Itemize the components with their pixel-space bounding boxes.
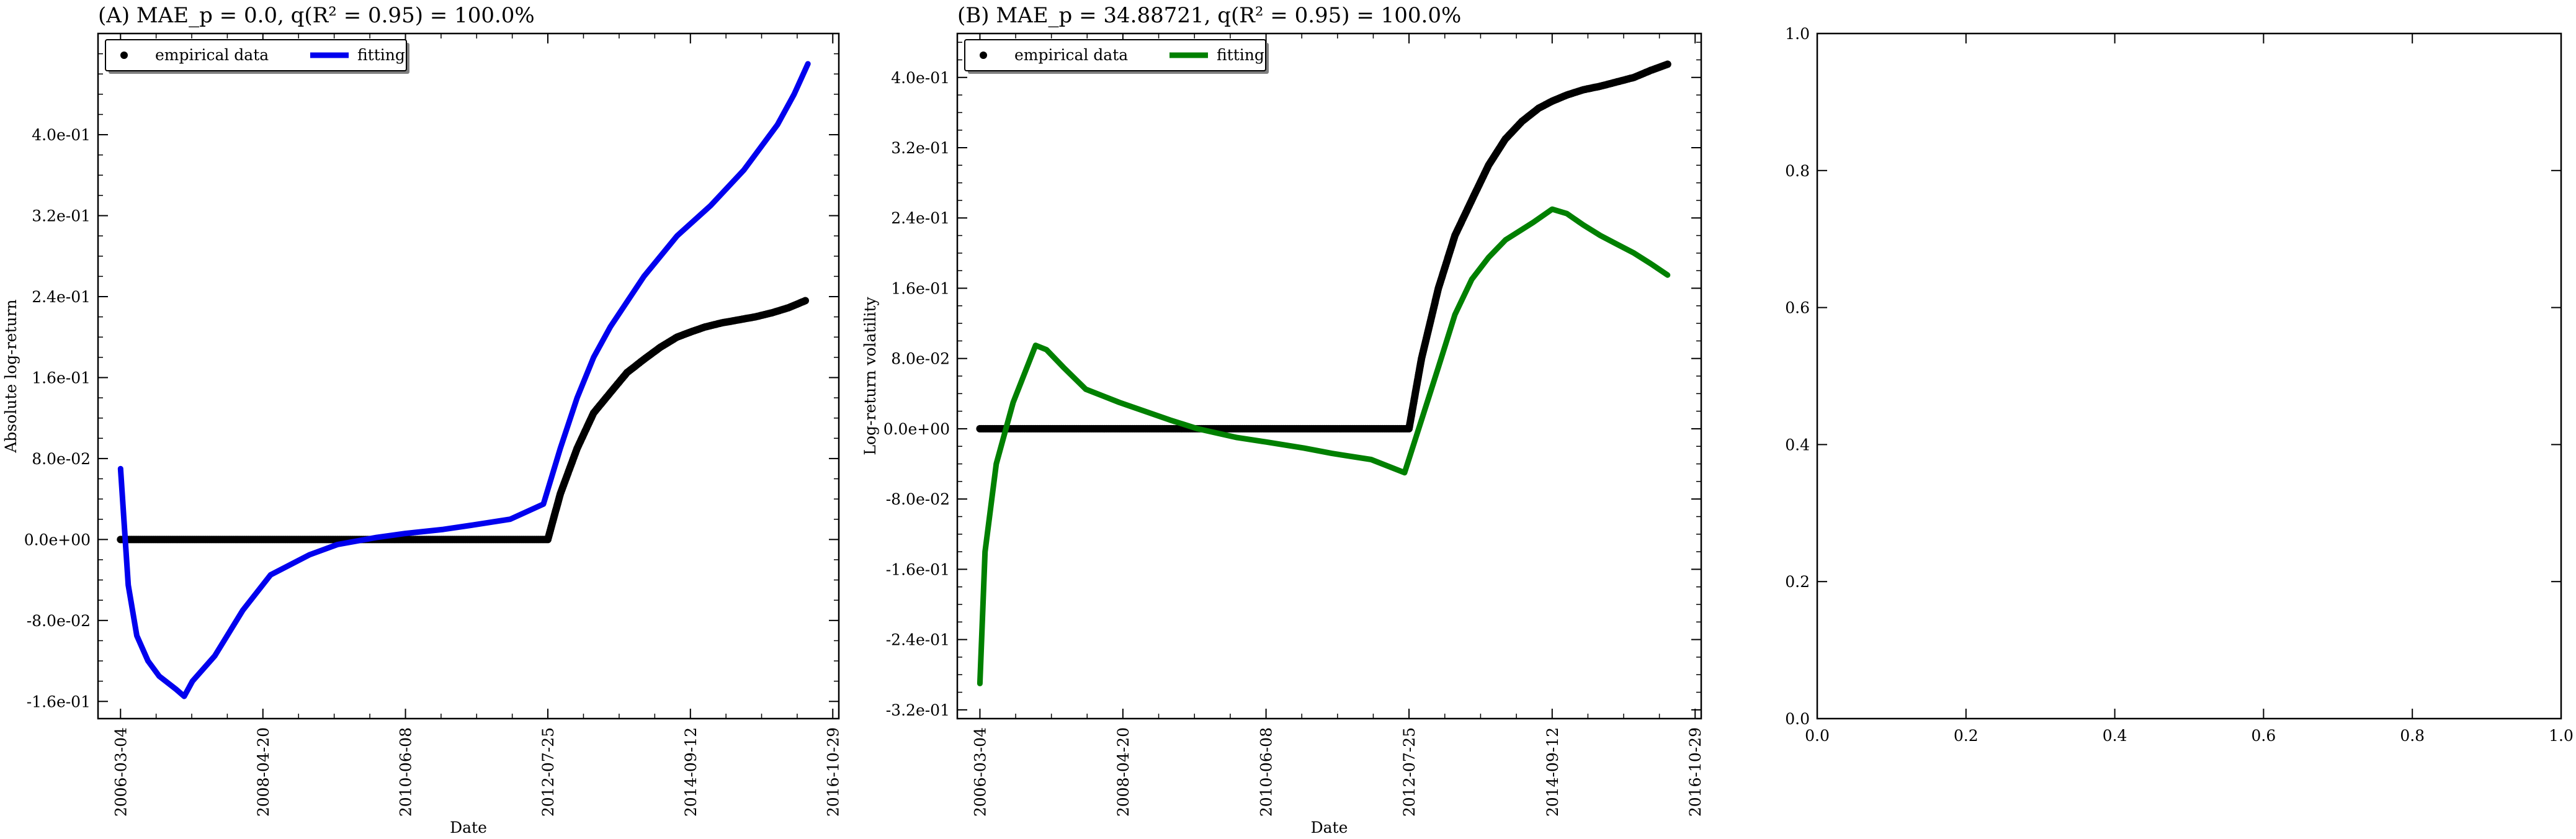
legend: empirical data fitting [964, 39, 1269, 74]
legend-label-fitting: fitting [357, 46, 405, 64]
legend-marker-empirical [120, 52, 128, 59]
y-tick-label: 0.0 [1785, 710, 1810, 728]
legend-label-fitting: fitting [1217, 46, 1264, 64]
y-tick-label: 0.0e+00 [24, 531, 91, 549]
y-tick-label: 4.0e-01 [891, 69, 950, 87]
empirical-data-point [1663, 60, 1671, 68]
y-tick-label: -2.4e-01 [886, 631, 950, 649]
x-tick-label: 0.8 [2400, 727, 2425, 745]
y-tick-label: -1.6e-01 [886, 560, 950, 578]
empirical-data-series [976, 60, 1671, 433]
axes-frame [97, 32, 840, 720]
x-tick-label: 2008-04-20 [254, 727, 272, 817]
x-tick-label: 0.6 [2252, 727, 2276, 745]
x-axis-label: Date [1311, 819, 1348, 837]
y-axis-label: Absolute log-return [2, 299, 20, 453]
y-tick-label: 0.8 [1785, 162, 1810, 180]
y-tick-label: 1.6e-01 [891, 279, 950, 297]
y-tick-label: 3.2e-01 [891, 139, 950, 157]
empirical-data-point [802, 297, 809, 305]
y-tick-label: 0.6 [1785, 299, 1810, 317]
y-tick-label: 8.0e-02 [891, 350, 950, 368]
empirical-data-series [117, 297, 809, 544]
x-tick-label: 2010-06-08 [1258, 727, 1276, 817]
x-tick-label: 2006-03-04 [971, 727, 989, 817]
y-tick-label: 0.4 [1785, 436, 1810, 454]
axes-frame [1816, 32, 2562, 720]
chart-panel-c: 0.0 0.2 0.4 0.6 0.8 1.0 0.0 0.2 0.4 0.6 0.8 1.0 [1785, 25, 2574, 745]
x-tick-label: 2016-10-29 [824, 727, 842, 817]
y-tick-label: 3.2e-01 [32, 207, 91, 225]
x-tick-label: 0.0 [1805, 727, 1830, 745]
legend-marker-empirical [980, 52, 987, 59]
x-tick-label: 2012-07-25 [539, 727, 557, 817]
y-tick-label: 1.6e-01 [32, 369, 91, 387]
y-axis-label: Log-return volatility [861, 296, 879, 455]
fitting-line [977, 206, 1671, 686]
chart-title: (A) MAE_p = 0.0, q(R² = 0.95) = 100.0% [98, 3, 535, 28]
y-tick-label: -8.0e-02 [886, 490, 950, 508]
x-tick-label: 1.0 [2549, 727, 2574, 745]
y-tick-label: 2.4e-01 [891, 209, 950, 227]
x-tick-label: 2016-10-29 [1686, 727, 1704, 817]
y-tick-label: 8.0e-02 [32, 450, 91, 468]
chart-panel-b: (B) MAE_p = 34.88721, q(R² = 0.95) = 100… [861, 3, 1704, 837]
x-tick-label: 0.2 [1954, 727, 1979, 745]
y-tick-label: 0.2 [1785, 573, 1810, 591]
fitting-line [117, 61, 811, 699]
x-tick-label: 0.4 [2103, 727, 2127, 745]
legend-label-empirical: empirical data [155, 46, 269, 64]
x-tick-label: 2006-03-04 [112, 727, 130, 817]
x-axis-label: Date [450, 819, 487, 837]
legend-box [105, 39, 407, 71]
chart-panel-a: (A) MAE_p = 0.0, q(R² = 0.95) = 100.0% 20… [2, 3, 842, 837]
x-tick-label: 2008-04-20 [1114, 727, 1132, 817]
chart-title: (B) MAE_p = 34.88721, q(R² = 0.95) = 100… [957, 3, 1461, 28]
legend-box [964, 39, 1266, 71]
legend: empirical data fitting [105, 39, 409, 74]
y-tick-label: 4.0e-01 [32, 126, 91, 144]
x-tick-label: 2010-06-08 [397, 727, 415, 817]
x-tick-label: 2012-07-25 [1400, 727, 1418, 817]
y-tick-label: 0.0e+00 [883, 420, 950, 438]
y-tick-label: 2.4e-01 [32, 288, 91, 306]
y-tick-label: -8.0e-02 [27, 612, 91, 630]
y-tick-label: 1.0 [1785, 25, 1810, 43]
x-tick-label: 2014-09-12 [1544, 727, 1562, 817]
legend-label-empirical: empirical data [1014, 46, 1128, 64]
y-tick-label: -3.2e-01 [886, 701, 950, 719]
y-tick-label: -1.6e-01 [27, 693, 91, 711]
x-tick-label: 2014-09-12 [682, 727, 700, 817]
